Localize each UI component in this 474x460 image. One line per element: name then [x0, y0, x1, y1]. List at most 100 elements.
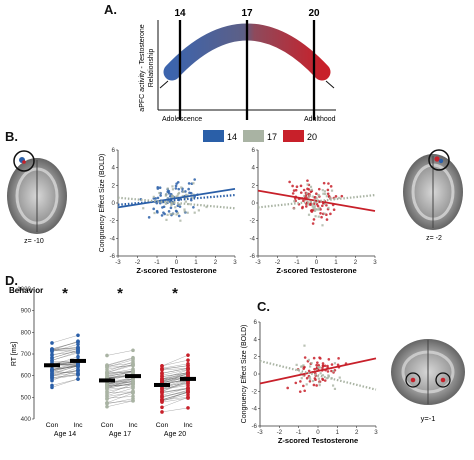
- y-tick-label: 900: [21, 308, 32, 315]
- data-point: [131, 382, 135, 387]
- condition-label: Con: [156, 422, 169, 429]
- y-tick-label: 700: [21, 351, 32, 358]
- data-point: [105, 386, 109, 391]
- data-point: [340, 194, 344, 198]
- x-axis-label: Z-scored Testosterone: [276, 266, 356, 275]
- data-point: [171, 185, 174, 188]
- data-point: [163, 212, 166, 216]
- x-tick-label: -3: [115, 259, 121, 266]
- subject-line: [106, 400, 134, 407]
- data-point: [306, 203, 310, 206]
- roi-circle-right: [435, 372, 451, 388]
- data-point: [50, 371, 54, 375]
- x-tick-label: 0: [315, 259, 319, 266]
- data-point: [161, 206, 164, 209]
- data-point: [186, 363, 190, 368]
- subject-line: [51, 365, 79, 370]
- data-point: [338, 376, 341, 379]
- data-point: [50, 377, 54, 381]
- data-point: [318, 381, 321, 384]
- age-group-label: Age 17: [109, 431, 131, 438]
- data-point: [105, 365, 109, 369]
- brain-axial-right: z= -2: [403, 149, 463, 242]
- x-label-adolescence: Adolescence: [162, 116, 202, 123]
- subject-line: [161, 360, 189, 366]
- data-point: [331, 384, 335, 387]
- data-point: [301, 205, 304, 209]
- legend-label-20: 20: [307, 132, 317, 142]
- x-tick-label: -1: [294, 259, 300, 266]
- y-tick-label: 4: [252, 165, 256, 172]
- significance-star: *: [62, 285, 68, 302]
- data-point: [131, 348, 135, 353]
- data-point: [321, 364, 325, 367]
- data-point: [50, 385, 54, 390]
- data-point: [105, 384, 109, 388]
- data-point: [315, 363, 318, 367]
- data-point: [302, 384, 305, 388]
- subject-line: [161, 397, 189, 401]
- data-point: [159, 194, 162, 197]
- data-point: [105, 404, 109, 409]
- subject-line: [106, 363, 134, 373]
- subject-line: [51, 344, 79, 352]
- data-point: [76, 333, 80, 338]
- data-point: [324, 202, 327, 206]
- data-point: [186, 395, 190, 400]
- subject-line: [51, 362, 79, 371]
- data-point: [295, 363, 298, 366]
- data-point: [306, 183, 309, 186]
- data-point: [160, 397, 164, 402]
- data-point: [175, 213, 178, 216]
- data-point: [309, 203, 313, 206]
- roi-circle-left: [405, 372, 421, 388]
- data-point: [174, 206, 177, 209]
- subject-line: [161, 385, 189, 390]
- data-point: [291, 184, 294, 188]
- data-point: [312, 207, 315, 210]
- roi-blob: [434, 156, 440, 162]
- data-point: [50, 368, 54, 372]
- subject-line: [161, 367, 189, 374]
- x-tick-label: 2: [355, 429, 359, 436]
- y-tick-label: 400: [21, 416, 32, 423]
- subject-line: [106, 363, 134, 367]
- data-point: [309, 185, 313, 188]
- subject-line: [51, 350, 79, 359]
- data-point: [169, 206, 173, 210]
- data-point: [307, 188, 311, 191]
- x-label-adulthood: Adulthood: [304, 116, 336, 123]
- condition-label: Inc: [73, 422, 83, 429]
- x-tick-label: -2: [135, 259, 141, 266]
- age-label-17: 17: [241, 8, 253, 19]
- data-point: [172, 212, 175, 216]
- y-tick-label: -4: [251, 406, 257, 413]
- data-point: [313, 367, 316, 371]
- data-point: [323, 190, 327, 193]
- data-point: [299, 184, 303, 188]
- data-point: [170, 204, 173, 207]
- brain-caption-left: z= -10: [24, 238, 44, 245]
- data-point: [187, 202, 190, 206]
- data-point: [323, 364, 327, 368]
- x-tick-label: 0: [175, 259, 179, 266]
- data-point: [303, 389, 306, 393]
- subject-line: [51, 364, 79, 370]
- y-tick-label: 4: [112, 165, 116, 172]
- panel-c-label: C.: [257, 299, 270, 314]
- subject-line: [51, 378, 79, 388]
- x-tick-label: -1: [296, 429, 302, 436]
- data-point: [302, 364, 305, 367]
- x-tick-label: -1: [154, 259, 160, 266]
- data-point: [175, 195, 178, 198]
- y-tick-label: -2: [109, 218, 115, 225]
- data-point: [330, 189, 334, 192]
- subject-line: [106, 365, 134, 368]
- data-point: [315, 208, 319, 211]
- data-point: [105, 402, 109, 406]
- data-point: [329, 196, 332, 199]
- data-point: [131, 380, 135, 385]
- data-point: [317, 187, 321, 191]
- subject-line: [161, 355, 189, 367]
